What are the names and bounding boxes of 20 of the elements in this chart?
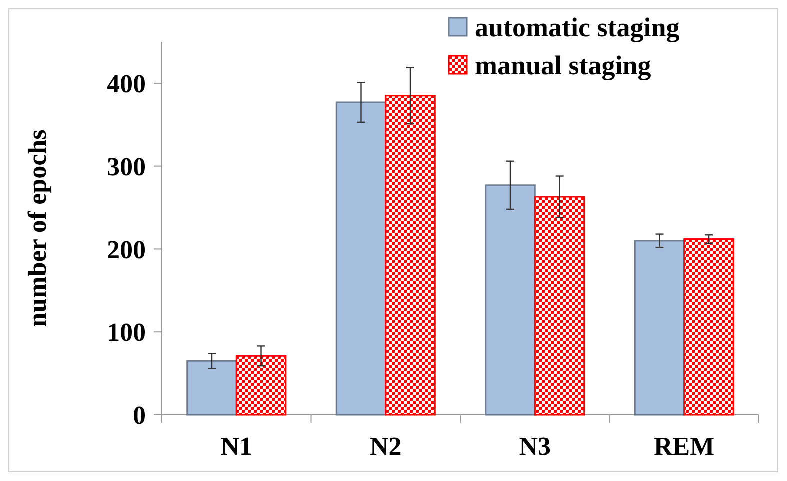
- bar: [485, 184, 536, 416]
- legend-label: automatic staging: [475, 12, 680, 42]
- y-tick-label: 400: [107, 70, 146, 99]
- bar: [336, 102, 387, 416]
- y-axis-title: number of epochs: [23, 130, 52, 328]
- bar: [385, 95, 436, 416]
- bar: [634, 240, 686, 416]
- x-tick-label: N3: [519, 432, 552, 461]
- y-tick-label: 200: [107, 235, 146, 264]
- bar: [236, 355, 287, 416]
- y-tick-label: 0: [133, 401, 146, 430]
- bar: [684, 238, 734, 416]
- legend-label: manual staging: [475, 50, 652, 80]
- bar: [534, 196, 586, 416]
- x-tick-label: N1: [220, 432, 253, 461]
- x-tick-label: REM: [654, 432, 715, 461]
- x-tick-label: N2: [370, 432, 402, 461]
- bar: [186, 360, 238, 416]
- y-tick-label: 300: [107, 152, 146, 182]
- y-tick-label: 100: [107, 318, 146, 348]
